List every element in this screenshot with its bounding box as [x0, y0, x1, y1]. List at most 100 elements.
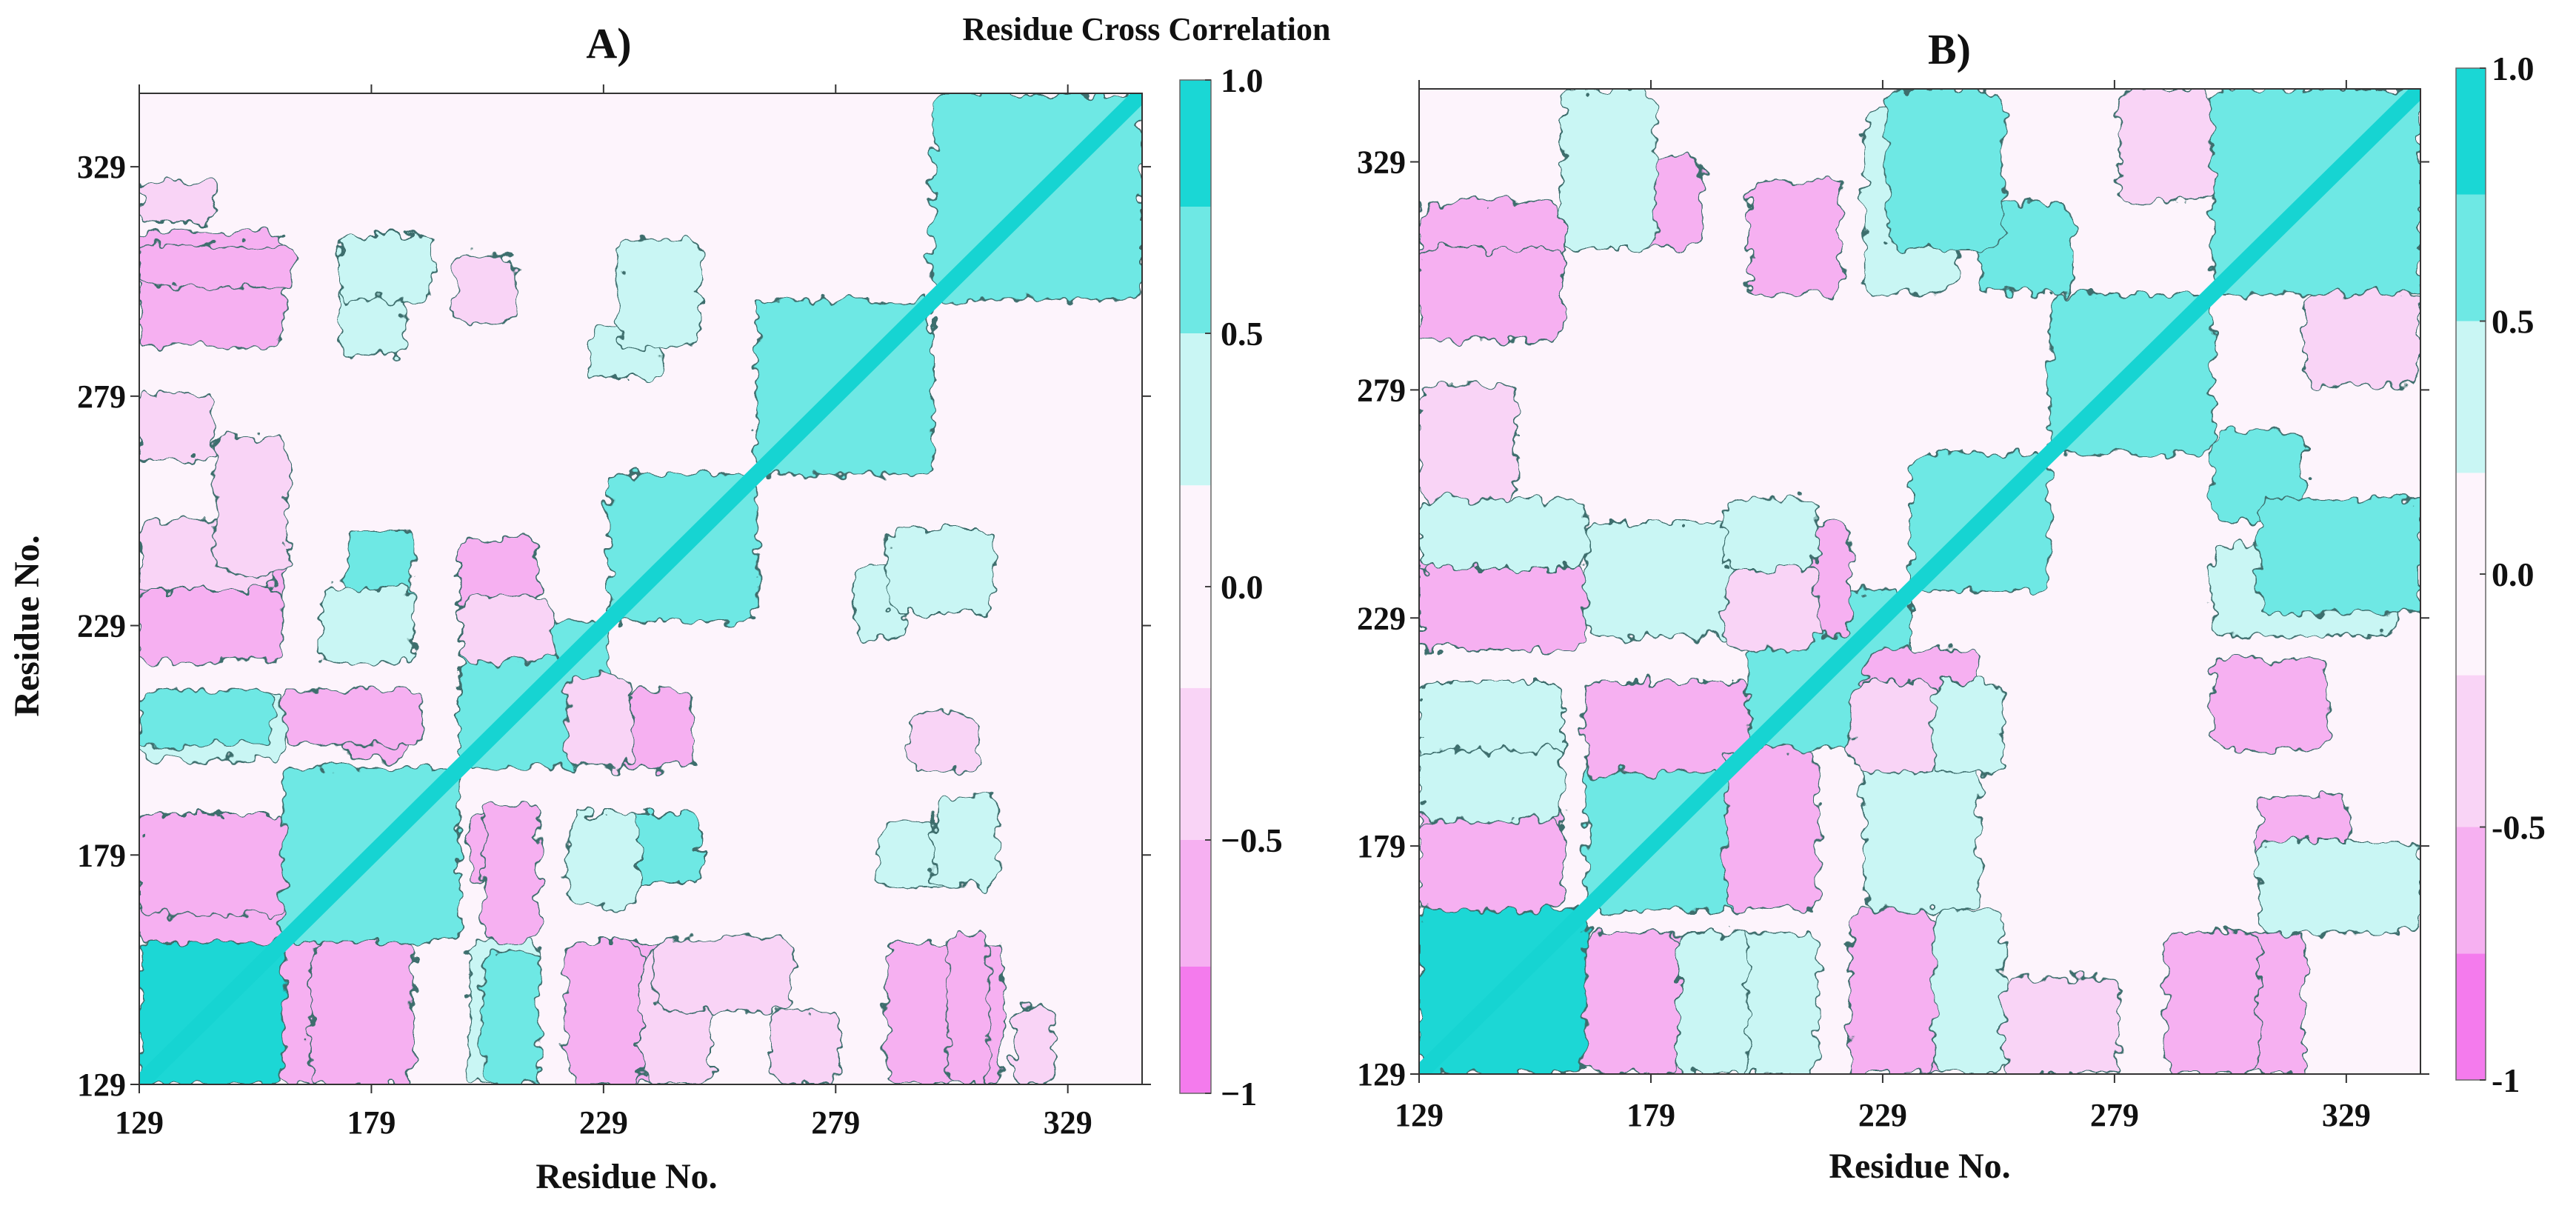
panel-a-correlation-block	[481, 804, 540, 943]
panel-b-x-axis-label: Residue No.	[1829, 1147, 2010, 1186]
panel-b-correlation-block	[1724, 567, 1819, 651]
panel-a-heatmap	[139, 93, 1142, 1084]
panel-a-label: A)	[586, 19, 631, 67]
panel-b-correlation-block	[1585, 681, 1749, 774]
panel-b-diagonal	[1419, 89, 2420, 1074]
panel-b-correlation-block	[1419, 384, 1518, 501]
panel-b-correlation-block	[2002, 977, 2120, 1074]
panel-a-x-ticks: 129 179 229 279 329	[115, 84, 1092, 1141]
panel-b-y-ticks: 129 179 229 279 329	[1357, 144, 2429, 1093]
panel-a-y-tick-label: 279	[77, 379, 126, 415]
panel-b-correlation-block	[1585, 521, 1749, 637]
panel-a-correlation-block	[338, 235, 433, 301]
panel-a-colorbar-segment	[1180, 80, 1211, 207]
panel-a-correlation-block	[616, 239, 702, 347]
panel-b-correlation-block	[1886, 89, 2004, 250]
panel-b-correlation-block	[1419, 499, 1587, 569]
panel-a-colorbar-tick-label: 0.0	[1221, 568, 1264, 606]
panel-b-heatmap	[1419, 89, 2420, 1074]
panel-b-x-tick-label: 329	[2322, 1097, 2371, 1133]
panel-b-x-tick-label: 279	[2090, 1097, 2139, 1133]
panel-a-x-tick-label: 279	[811, 1104, 860, 1141]
panel-a-y-tick-label: 229	[77, 608, 126, 644]
panel-a-colorbar: 1.0 0.5 0.0 −0.5 −1	[1179, 61, 1283, 1113]
panel-b-x-ticks: 129 179 229 279 329	[1395, 80, 2371, 1133]
panel-b-correlation-block	[2303, 293, 2420, 387]
panel-a-correlation-block	[886, 528, 995, 613]
panel-a-correlation-block	[139, 813, 284, 916]
panel-a-correlation-block	[932, 794, 999, 888]
panel-b-correlation-block	[2257, 499, 2420, 615]
panel-b-correlation-block	[1932, 681, 2004, 774]
panel-a-correlation-block	[770, 1010, 841, 1084]
panel-a-correlation-block	[282, 689, 424, 746]
panel-a-correlation-block	[565, 675, 633, 769]
panel-a-correlation-block	[310, 941, 414, 1084]
panel-b-y-tick-label: 129	[1357, 1056, 1406, 1093]
panel-a-correlation-block	[946, 932, 990, 1084]
panel-b-correlation-block	[1849, 681, 1935, 774]
panel-a-colorbar-tick-label: 1.0	[1221, 61, 1264, 99]
panel-b-colorbar-segment	[2456, 953, 2486, 1080]
panel-b-correlation-block	[1724, 499, 1819, 569]
panel-b-colorbar-tick-label: 0.5	[2492, 303, 2535, 341]
panel-a: A) 129 179 229 279 329 129 179 229 279 329 Resid…	[7, 19, 1283, 1196]
panel-a-correlation-block	[1011, 1005, 1055, 1084]
panel-b-correlation-block	[2257, 840, 2420, 934]
panel-a-colorbar-segment	[1180, 840, 1211, 967]
panel-a-x-tick-label: 179	[347, 1104, 396, 1141]
panel-b-colorbar: 1.0 0.5 0.0 -0.5 -1	[2455, 50, 2546, 1099]
panel-b-correlation-block	[1849, 909, 1935, 1074]
panel-a-colorbar-tick-label: −1	[1221, 1075, 1257, 1113]
panel-b-colorbar-tick-label: 0.0	[2492, 556, 2535, 593]
panel-a-correlation-block	[454, 253, 516, 324]
panel-a-colorbar-segment	[1180, 967, 1211, 1093]
panel-b-colorbar-segment	[2456, 68, 2486, 195]
panel-b-correlation-block	[2118, 89, 2213, 204]
panel-b-correlation-block	[2164, 932, 2259, 1074]
panel-a-colorbar-tick-label: 0.5	[1221, 315, 1264, 353]
panel-b-y-tick-label: 229	[1357, 600, 1406, 636]
panel-b-correlation-block	[1863, 749, 1981, 911]
panel-a-plot-frame	[139, 93, 1143, 1085]
panel-b-correlation-block	[1562, 89, 1657, 250]
panel-a-correlation-block	[481, 950, 540, 1084]
panel-a-correlation-block	[139, 689, 275, 746]
panel-b-correlation-block	[1747, 179, 1842, 296]
panel-a-y-ticks: 129 179 229 279 329	[77, 149, 1151, 1103]
panel-a-correlation-block	[319, 588, 414, 664]
panel-a-y-tick-label: 179	[77, 837, 126, 873]
panel-a-correlation-block	[909, 712, 981, 773]
panel-a-y-tick-label: 329	[77, 149, 126, 185]
panel-a-correlation-block	[139, 179, 219, 223]
panel-a-colorbar-segment	[1180, 687, 1211, 840]
panel-b-correlation-block	[1419, 247, 1564, 341]
panel-a-correlation-block	[458, 597, 553, 664]
panel-a-correlation-block	[565, 941, 641, 1084]
panel-b-x-tick-label: 129	[1395, 1097, 1444, 1133]
panel-b-correlation-block	[1419, 749, 1564, 820]
panel-a-diagonal	[139, 93, 1142, 1084]
panel-b-label: B)	[1928, 25, 1971, 73]
panel-b-correlation-block	[1724, 749, 1819, 911]
panel-b-colorbar-segment	[2456, 194, 2486, 321]
panel-b-colorbar-tick-label: -1	[2492, 1061, 2520, 1099]
panel-a-correlation-block	[139, 244, 293, 287]
panel-a-x-tick-label: 329	[1044, 1104, 1092, 1141]
panel-b-colorbar-segment	[2456, 321, 2486, 473]
panel-a-correlation-block	[213, 436, 289, 576]
panel-a-correlation-block	[653, 936, 795, 1012]
panel-a-x-tick-label: 229	[579, 1104, 628, 1141]
panel-a-y-tick-label: 129	[77, 1067, 126, 1103]
panel-b-colorbar-tick-label: -0.5	[2492, 809, 2546, 847]
panel-a-correlation-block	[139, 390, 215, 461]
panel-b-y-tick-label: 279	[1357, 372, 1406, 408]
panel-b-correlation-block	[1419, 818, 1564, 911]
panel-b-colorbar-segment	[2456, 675, 2486, 827]
panel-b: B) 129 179 229 279 329 129 179 229 279 329 Resid…	[1357, 25, 2546, 1186]
panel-b-plot-frame	[1418, 88, 2421, 1075]
panel-b-y-tick-label: 179	[1357, 828, 1406, 864]
panel-b-correlation-block	[1585, 932, 1680, 1074]
panel-a-colorbar-segment	[1180, 333, 1211, 486]
